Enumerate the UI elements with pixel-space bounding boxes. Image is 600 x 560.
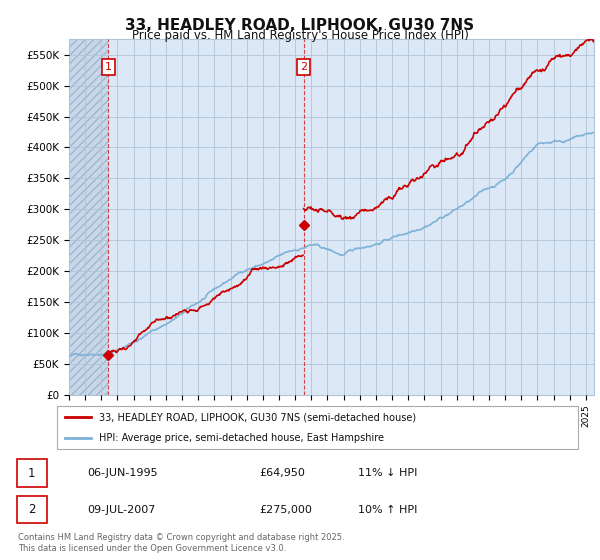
Text: £64,950: £64,950 [260, 468, 305, 478]
FancyBboxPatch shape [56, 406, 578, 450]
Text: 06-JUN-1995: 06-JUN-1995 [87, 468, 158, 478]
Text: 1: 1 [105, 62, 112, 72]
Text: 11% ↓ HPI: 11% ↓ HPI [358, 468, 417, 478]
Text: HPI: Average price, semi-detached house, East Hampshire: HPI: Average price, semi-detached house,… [99, 433, 384, 444]
Text: Price paid vs. HM Land Registry's House Price Index (HPI): Price paid vs. HM Land Registry's House … [131, 29, 469, 42]
Text: 1: 1 [28, 466, 35, 480]
Text: 2: 2 [300, 62, 307, 72]
FancyBboxPatch shape [17, 496, 47, 524]
Text: Contains HM Land Registry data © Crown copyright and database right 2025.
This d: Contains HM Land Registry data © Crown c… [18, 533, 344, 553]
FancyBboxPatch shape [17, 459, 47, 487]
Text: £275,000: £275,000 [260, 505, 313, 515]
Bar [69, 36, 108, 395]
Text: 2: 2 [28, 503, 35, 516]
Text: 10% ↑ HPI: 10% ↑ HPI [358, 505, 417, 515]
Text: 33, HEADLEY ROAD, LIPHOOK, GU30 7NS (semi-detached house): 33, HEADLEY ROAD, LIPHOOK, GU30 7NS (sem… [99, 412, 416, 422]
Text: 33, HEADLEY ROAD, LIPHOOK, GU30 7NS: 33, HEADLEY ROAD, LIPHOOK, GU30 7NS [125, 18, 475, 33]
Text: 09-JUL-2007: 09-JUL-2007 [87, 505, 155, 515]
